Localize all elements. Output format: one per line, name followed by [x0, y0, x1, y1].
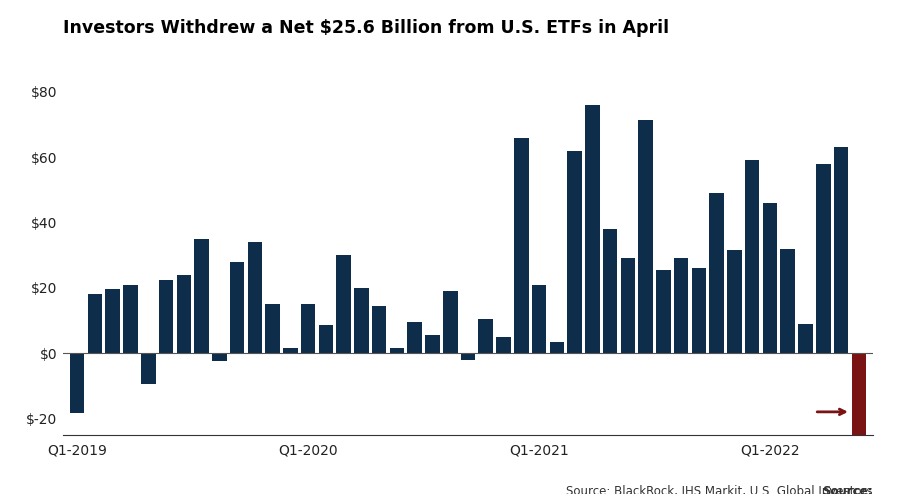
Bar [585, 105, 599, 353]
Bar [123, 285, 138, 353]
Bar [656, 270, 670, 353]
Bar [194, 239, 209, 353]
Bar [425, 335, 440, 353]
Bar [443, 291, 457, 353]
Bar [266, 304, 280, 353]
Bar [851, 353, 866, 437]
Bar [372, 306, 386, 353]
Text: Investors Withdrew a Net $25.6 Billion from U.S. ETFs in April: Investors Withdrew a Net $25.6 Billion f… [63, 19, 669, 37]
Bar [780, 248, 795, 353]
Bar [691, 268, 707, 353]
Bar [248, 242, 262, 353]
Bar [176, 275, 191, 353]
Bar [319, 326, 333, 353]
Bar [354, 288, 369, 353]
Text: Source:: Source: [823, 485, 873, 494]
Bar [816, 164, 831, 353]
Bar [621, 258, 635, 353]
Bar [514, 137, 528, 353]
Bar [87, 294, 103, 353]
Bar [479, 319, 493, 353]
Bar [603, 229, 617, 353]
Bar [532, 285, 546, 353]
Bar [798, 324, 813, 353]
Bar [141, 353, 156, 384]
Bar [674, 258, 688, 353]
Bar [301, 304, 315, 353]
Bar [709, 193, 724, 353]
Bar [461, 353, 475, 360]
Bar [727, 250, 742, 353]
Bar [550, 342, 564, 353]
Bar [638, 120, 652, 353]
Bar [745, 161, 760, 353]
Bar [408, 322, 422, 353]
Bar [212, 353, 227, 361]
Bar [158, 280, 174, 353]
Bar [230, 262, 245, 353]
Bar [390, 348, 404, 353]
Bar [105, 289, 120, 353]
Bar [70, 353, 85, 413]
Bar [762, 203, 778, 353]
Bar [833, 147, 849, 353]
Text: Source: BlackRock, IHS Markit, U.S. Global Investors: Source: BlackRock, IHS Markit, U.S. Glob… [566, 485, 873, 494]
Bar [567, 151, 582, 353]
Bar [337, 255, 351, 353]
Bar [496, 337, 511, 353]
Bar [284, 348, 298, 353]
